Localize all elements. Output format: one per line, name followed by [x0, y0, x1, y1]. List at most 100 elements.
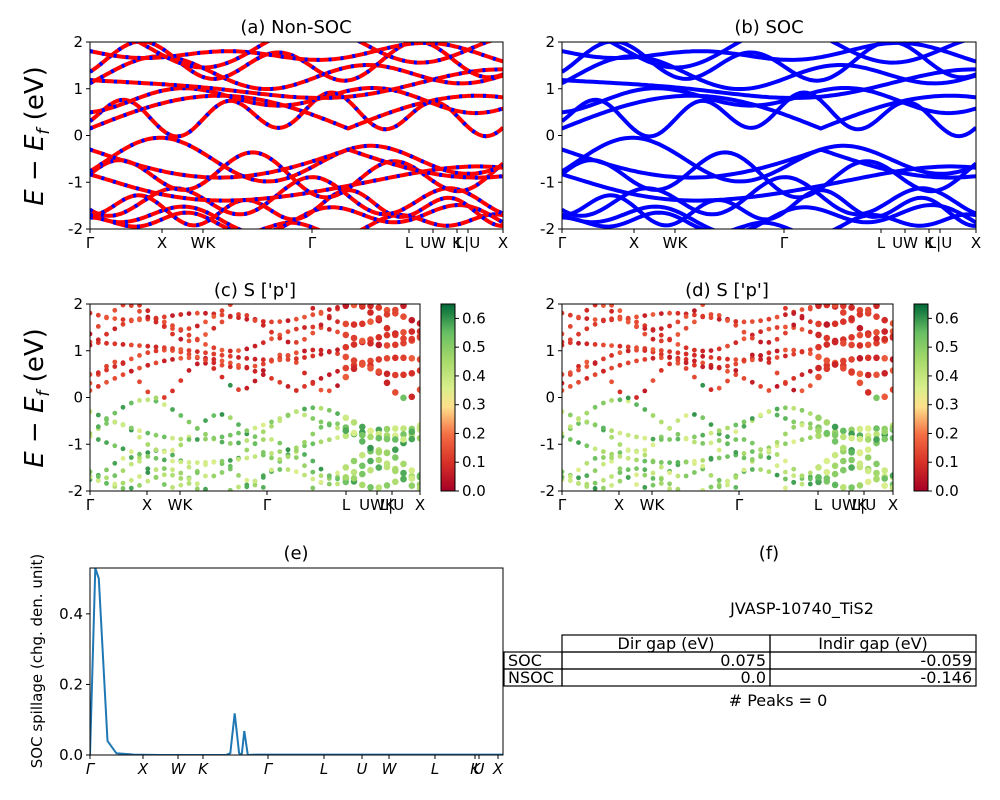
projection-point	[716, 346, 722, 352]
projection-point	[408, 482, 416, 490]
projection-point	[749, 319, 755, 324]
projection-point	[416, 424, 420, 432]
projection-point	[112, 410, 118, 416]
projection-point	[799, 437, 805, 443]
projection-point	[359, 470, 366, 478]
projection-point	[692, 374, 697, 380]
projection-point	[375, 304, 383, 311]
projection-point	[350, 365, 358, 373]
projection-point	[293, 326, 299, 332]
projection-point	[383, 425, 391, 433]
projection-point	[692, 319, 697, 325]
projection-point	[104, 363, 109, 369]
x-tick-label: L|U	[380, 496, 404, 514]
projection-point	[864, 436, 872, 443]
projection-point	[642, 485, 648, 490]
x-tick-label: L	[877, 234, 886, 252]
projection-point	[104, 421, 109, 426]
projection-point	[864, 354, 872, 362]
projection-point	[609, 308, 614, 314]
projection-point	[667, 470, 672, 476]
projection-point	[864, 478, 872, 486]
projection-point	[269, 329, 274, 335]
projection-point	[807, 329, 813, 335]
projection-point	[683, 325, 689, 331]
projection-point	[170, 452, 175, 458]
projection-point	[617, 450, 623, 456]
y-tick-label: 0.2	[59, 675, 83, 693]
projection-point	[359, 451, 366, 459]
projection-point	[350, 357, 358, 364]
projection-point	[350, 457, 358, 465]
projection-point	[236, 430, 241, 436]
projection-point	[650, 470, 656, 476]
y-tick-label: 2	[545, 33, 555, 51]
band-line-nsoc-red	[90, 93, 503, 131]
projection-point	[889, 320, 893, 327]
projection-point	[741, 467, 747, 473]
projection-point	[194, 354, 200, 360]
projection-point	[576, 314, 581, 320]
projection-point	[733, 429, 739, 435]
projection-point	[203, 436, 208, 442]
projection-point	[383, 342, 391, 349]
projection-point	[708, 348, 714, 353]
projection-point	[128, 455, 134, 460]
projection-point	[161, 466, 167, 471]
projection-point	[708, 365, 714, 370]
projection-point	[178, 436, 184, 442]
projection-point	[236, 355, 241, 360]
projection-point	[153, 398, 159, 404]
projection-point	[725, 318, 730, 323]
projection-point	[692, 358, 697, 364]
y-tick-label: 2	[73, 33, 83, 51]
projection-point	[95, 424, 101, 430]
colorbar-tick-label: 0.0	[935, 482, 959, 500]
projection-point	[244, 316, 250, 322]
projection-point	[592, 486, 598, 491]
projection-point	[342, 414, 350, 422]
projection-point	[227, 360, 233, 366]
projection-point	[700, 382, 706, 388]
projection-point	[277, 357, 283, 363]
projection-point	[873, 304, 880, 310]
projection-point	[203, 332, 208, 337]
projection-point	[252, 318, 258, 323]
ylabel-spillage: SOC spillage (chg. den. unit)	[28, 554, 46, 769]
projection-point	[823, 321, 831, 328]
projection-point	[95, 312, 101, 318]
x-tick-label: L	[320, 760, 328, 778]
projection-point	[766, 350, 772, 356]
projection-point	[211, 351, 217, 357]
projection-point	[667, 336, 672, 342]
x-tick-label: UW	[420, 234, 446, 252]
projection-point	[584, 443, 590, 449]
projection-point	[194, 336, 200, 342]
projection-point	[848, 315, 855, 322]
projection-point	[815, 464, 822, 471]
projection-point	[293, 455, 299, 460]
x-tick-label: Γ	[308, 234, 317, 252]
projection-point	[408, 355, 416, 362]
projection-point	[831, 451, 839, 459]
projection-point	[584, 481, 590, 487]
projection-point	[153, 348, 159, 354]
projection-point	[873, 460, 880, 468]
projection-point	[567, 384, 573, 389]
projection-point	[318, 424, 324, 430]
projection-point	[848, 434, 855, 442]
projection-point	[302, 336, 307, 342]
x-tick-label: UWK	[359, 496, 396, 514]
projection-point	[318, 351, 324, 357]
projection-point	[881, 355, 888, 362]
projection-point	[576, 421, 581, 426]
projection-point	[211, 473, 217, 479]
projection-point	[716, 447, 722, 453]
projection-point	[881, 335, 888, 343]
panel-a-bands	[90, 42, 503, 229]
projection-point	[375, 464, 383, 471]
projection-point	[326, 327, 332, 332]
projection-point	[807, 425, 813, 431]
colorbar-ticks: 0.0 0.1 0.2 0.3 0.4 0.5 0.6 0.0 0.1 0.2 0.3 0.4 0.5 0…	[455, 309, 959, 500]
projection-point	[725, 441, 730, 447]
